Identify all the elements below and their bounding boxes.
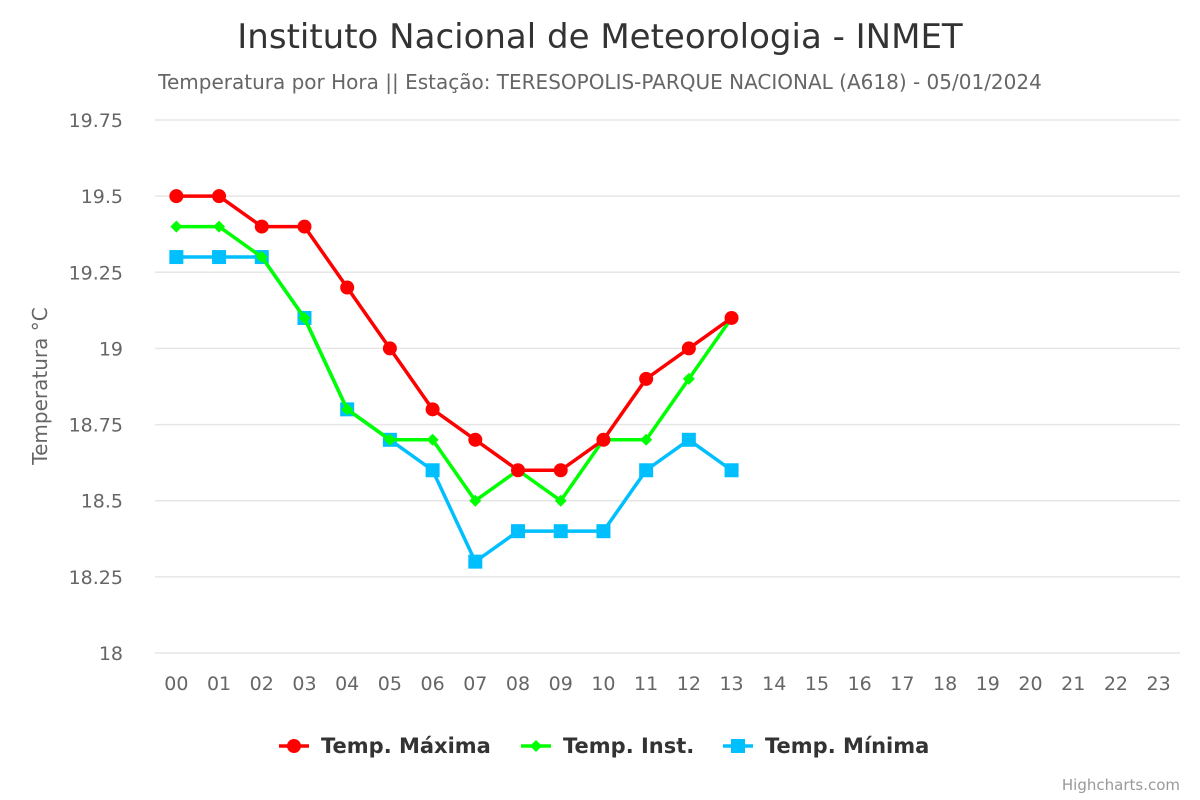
y-axis-label: Temperatura °C: [28, 307, 52, 465]
data-point: [383, 433, 396, 446]
legend-item[interactable]: Temp. Máxima: [279, 734, 491, 758]
x-tick-label: 10: [591, 673, 615, 695]
x-tick-label: 15: [805, 673, 829, 695]
x-tick-label: 21: [1061, 673, 1085, 695]
data-point: [341, 403, 354, 416]
y-tick-label: 19.75: [69, 110, 123, 132]
data-point: [212, 189, 227, 204]
legend-diamond-icon: [530, 740, 542, 752]
y-tick-label: 18: [99, 643, 123, 665]
data-point: [682, 372, 695, 385]
x-tick-label: 13: [719, 673, 743, 695]
data-point: [170, 220, 183, 233]
data-point: [724, 310, 739, 325]
x-tick-label: 16: [848, 673, 872, 695]
x-tick-label: 00: [164, 673, 188, 695]
data-point: [254, 219, 269, 234]
data-point: [553, 463, 568, 478]
x-tick-label: 04: [335, 673, 359, 695]
data-point: [596, 524, 611, 539]
data-point: [554, 494, 567, 507]
data-point: [724, 463, 739, 478]
series-line: [176, 194, 733, 473]
chart-title: Instituto Nacional de Meteorologia - INM…: [237, 17, 963, 57]
x-tick-label: 05: [378, 673, 402, 695]
x-tick-label: 14: [762, 673, 786, 695]
x-tick-label: 12: [677, 673, 701, 695]
x-tick-label: 08: [506, 673, 530, 695]
data-point: [640, 433, 653, 446]
y-tick-label: 19.25: [69, 262, 123, 284]
data-point: [255, 251, 268, 264]
series-temp-m-nima: [169, 250, 739, 569]
credits-link[interactable]: Highcharts.com: [1062, 776, 1180, 794]
y-tick-label: 18.25: [69, 567, 123, 589]
legend-item[interactable]: Temp. Mínima: [723, 734, 929, 758]
data-point: [340, 280, 355, 295]
legend-circle-icon: [287, 739, 301, 753]
x-tick-label: 22: [1104, 673, 1128, 695]
data-point: [169, 250, 184, 265]
x-tick-label: 03: [292, 673, 316, 695]
data-point: [511, 463, 526, 478]
y-tick-label: 19.5: [81, 186, 123, 208]
series-line: [176, 224, 733, 503]
data-point: [425, 463, 440, 478]
x-tick-label: 01: [207, 673, 231, 695]
series-temp-m-xima: [169, 189, 739, 478]
data-point: [212, 250, 227, 265]
data-point: [213, 220, 226, 233]
x-tick-label: 11: [634, 673, 658, 695]
data-point: [297, 219, 312, 234]
chart-subtitle: Temperatura por Hora || Estação: TERESOP…: [157, 70, 1042, 94]
x-tick-label: 17: [890, 673, 914, 695]
data-point: [639, 371, 654, 386]
y-tick-label: 18.75: [69, 415, 123, 437]
data-point: [639, 463, 654, 478]
data-point: [553, 524, 568, 539]
legend-label: Temp. Máxima: [321, 734, 491, 758]
x-tick-label: 09: [549, 673, 573, 695]
data-point: [596, 432, 611, 447]
data-point: [169, 189, 184, 204]
x-tick-label: 07: [463, 673, 487, 695]
data-point: [298, 311, 311, 324]
series-line: [176, 255, 733, 564]
data-point: [382, 341, 397, 356]
data-point: [468, 554, 483, 569]
y-tick-label: 18.5: [81, 491, 123, 513]
legend-square-icon: [731, 739, 745, 753]
data-point: [511, 524, 526, 539]
y-tick-label: 19: [99, 338, 123, 360]
data-point: [425, 402, 440, 417]
legend-label: Temp. Mínima: [765, 734, 929, 758]
legend-item[interactable]: Temp. Inst.: [521, 734, 694, 758]
data-point: [426, 433, 439, 446]
legend-label: Temp. Inst.: [563, 734, 694, 758]
x-tick-label: 19: [976, 673, 1000, 695]
x-tick-label: 18: [933, 673, 957, 695]
x-tick-label: 20: [1018, 673, 1042, 695]
data-point: [469, 494, 482, 507]
x-tick-label: 06: [421, 673, 445, 695]
data-point: [681, 432, 696, 447]
data-point: [468, 432, 483, 447]
x-tick-label: 02: [250, 673, 274, 695]
data-point: [681, 341, 696, 356]
x-tick-label: 23: [1147, 673, 1171, 695]
